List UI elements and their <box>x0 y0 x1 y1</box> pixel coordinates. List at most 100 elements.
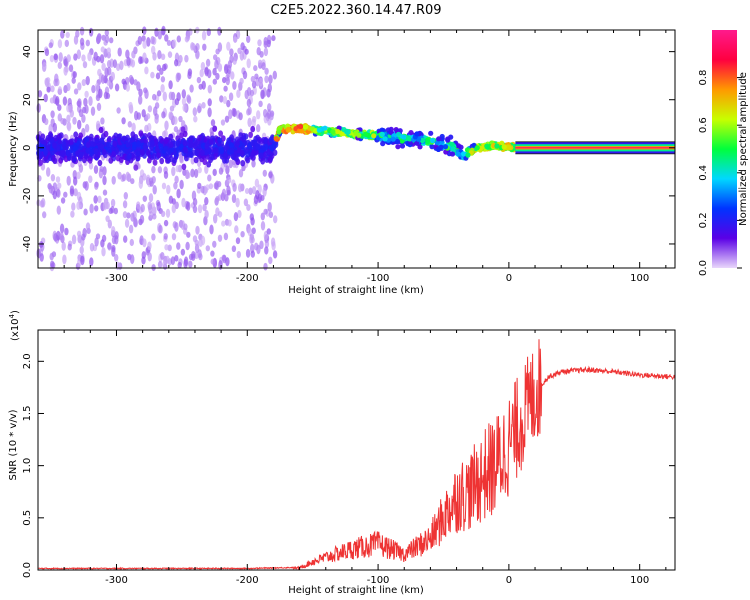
colorbar: 0.0 0.2 0.4 0.6 0.8 Normalized spectral ampl… <box>698 30 749 276</box>
spectrogram-cell <box>99 54 105 64</box>
spectrogram-cell <box>82 61 88 69</box>
spectrogram-cell <box>271 35 276 42</box>
spectrogram-cell <box>99 165 104 173</box>
spectrogram-cell <box>150 36 155 45</box>
spectrogram-cell <box>209 153 215 160</box>
spectrogram-cell <box>209 224 214 235</box>
spectrogram-cell <box>88 27 94 37</box>
spectrogram-cell <box>143 137 149 144</box>
spectrogram-cell <box>178 143 184 151</box>
spectrogram-cell <box>115 155 121 162</box>
x-tick-label: -100 <box>367 575 390 586</box>
spectrogram-cell <box>267 83 272 93</box>
snr-y-multiplier-prefix: (x10 <box>10 318 21 341</box>
spectrogram-cell <box>176 242 181 250</box>
spectrogram-cell <box>200 235 206 246</box>
spectrogram-cell <box>221 188 227 199</box>
snr-y-multiplier-suffix: ) <box>10 310 21 314</box>
spectrogram-cell <box>429 137 435 144</box>
spectrogram-cell <box>251 186 257 195</box>
spectrogram-cell <box>193 156 199 164</box>
spectrogram-cell <box>494 143 500 149</box>
spectrogram-cell <box>162 130 167 138</box>
spectrogram-cell <box>225 76 230 86</box>
spectrogram-cell <box>57 104 62 111</box>
spectrogram-cell <box>191 149 197 156</box>
spectrogram-cell <box>102 201 107 211</box>
spectrogram-cell <box>246 204 251 212</box>
spectrogram-cell <box>203 186 209 194</box>
spectrogram-cell <box>204 143 210 150</box>
spectrogram-cell <box>160 76 166 83</box>
spectrogram-cell <box>72 145 78 152</box>
spectrogram-cell <box>139 214 145 224</box>
spectrogram-cell <box>258 77 264 87</box>
spectrogram-cell <box>247 117 252 128</box>
spectrogram-cell <box>49 97 55 104</box>
spectrogram-cell <box>110 198 116 208</box>
spectrogram-cell <box>128 74 134 83</box>
spectrogram-cell <box>48 42 53 49</box>
spectrogram-cell <box>168 91 174 101</box>
spectrogram-cell <box>221 254 226 262</box>
spectrogram-cell <box>168 111 173 120</box>
spectrogram-cell <box>194 239 199 247</box>
spectrogram-cell <box>200 61 206 71</box>
spectrogram-cell <box>56 205 61 215</box>
spectrogram-cell <box>273 215 278 224</box>
spectrogram-cell <box>168 195 174 204</box>
spectrogram-cell <box>193 115 198 123</box>
spectrogram-cell <box>267 201 272 212</box>
spectrogram-cell <box>187 71 192 80</box>
spectrogram-cell <box>141 256 146 265</box>
spectrogram-cell <box>234 225 239 234</box>
spectrogram-cell <box>443 149 449 155</box>
spectrogram-cell <box>66 83 71 92</box>
spectrogram-cell <box>250 217 255 226</box>
spectrogram-cell <box>88 162 94 170</box>
spectrogram-cell <box>262 186 267 197</box>
y-tick-label: 2.0 <box>22 353 33 369</box>
spectrogram-cell <box>225 165 230 175</box>
spectrogram-cell <box>45 77 51 84</box>
x-tick-label: -200 <box>236 273 259 284</box>
y-tick-label: -20 <box>22 188 33 204</box>
spectrogram-cell <box>226 41 231 51</box>
spectrogram-cell <box>128 224 134 234</box>
spectrogram-cell <box>70 210 75 218</box>
spectrogram-cell <box>89 203 94 214</box>
spectrogram-cell <box>76 230 82 238</box>
spectrogram-cell <box>107 242 112 250</box>
spectrogram-cell <box>142 40 147 49</box>
spectrogram-cell <box>264 246 269 255</box>
spectrogram-cell <box>465 152 471 158</box>
spectrogram-cell <box>121 173 127 182</box>
spectrogram-cell <box>180 126 186 133</box>
spectrogram-cell <box>442 144 449 150</box>
spectrogram-cell <box>194 251 199 260</box>
spectrogram-cell <box>268 256 273 265</box>
spectrogram-cell <box>450 146 456 152</box>
spectrogram-cell <box>215 207 220 217</box>
spectrogram-cell <box>160 251 165 260</box>
spectrogram-cell <box>445 137 451 143</box>
spectrogram-cell <box>85 75 90 86</box>
spectrogram-cell <box>449 151 456 157</box>
spectrogram-cell <box>226 185 231 196</box>
spectrogram-cell <box>81 114 86 123</box>
spectrogram-cell <box>91 85 96 94</box>
spectrogram-cell <box>84 123 90 133</box>
spectrogram-cell <box>212 168 217 177</box>
spectrogram-cell <box>122 211 128 219</box>
spectrogram-cell <box>71 234 77 245</box>
spectrogram-cell <box>380 141 386 147</box>
spectrogram-cell <box>68 64 74 73</box>
x-tick-label: -100 <box>367 273 390 284</box>
spectrogram-cell <box>94 181 99 188</box>
spectrogram-cell <box>179 132 185 139</box>
spectrogram-cell <box>176 35 181 43</box>
spectrogram-cell <box>181 163 187 170</box>
spectrogram-cell <box>179 179 184 190</box>
spectrogram-cell <box>48 123 53 134</box>
spectrogram-cell <box>78 163 84 173</box>
